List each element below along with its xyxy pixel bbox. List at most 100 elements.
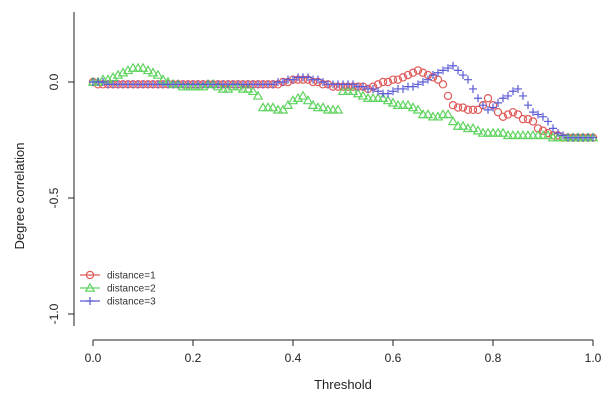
series-1-point <box>513 110 523 119</box>
series-2-point <box>477 127 489 137</box>
series-3-point <box>369 84 377 93</box>
series-2-point <box>507 129 519 140</box>
series-3-point <box>509 87 517 96</box>
series-2-point <box>247 85 259 96</box>
series-2-point <box>402 99 414 109</box>
series-3-point <box>554 129 562 138</box>
series-1-point <box>528 117 538 126</box>
series-2-point <box>227 81 239 91</box>
series-2-point <box>532 129 544 140</box>
x-tick-label: 0.6 <box>385 351 402 365</box>
series-3-point <box>99 78 107 86</box>
x-tick-label: 0.2 <box>185 351 202 365</box>
series-2-point <box>262 102 274 112</box>
series-2-point <box>187 81 199 91</box>
series-2-point <box>362 92 374 102</box>
series-3-point <box>289 75 297 84</box>
series-3-point <box>484 105 492 114</box>
series-3-point <box>459 71 467 80</box>
series-2-point <box>152 69 164 79</box>
legend: distance=1 distance=2 distance=3 <box>80 271 156 308</box>
series-2-point <box>517 129 529 140</box>
series-2-point <box>337 85 349 96</box>
series-3-point <box>359 82 367 91</box>
series-3-point <box>409 82 417 91</box>
series-3-point <box>349 80 357 89</box>
series-2-point <box>352 88 364 98</box>
series-2-point <box>527 129 539 140</box>
series-2-point <box>377 92 389 102</box>
series-2-point <box>177 81 189 91</box>
series-2-point <box>437 109 449 119</box>
series-2-point <box>252 90 264 100</box>
series-2-point <box>142 64 154 75</box>
series-2-point <box>482 127 494 137</box>
series-1-point <box>408 68 418 77</box>
series-3-point <box>504 91 512 100</box>
series-1-point <box>453 103 463 112</box>
series-2-point <box>407 102 419 112</box>
series-2-point <box>522 129 534 140</box>
legend-marker <box>85 270 95 280</box>
series-3-point <box>399 84 407 93</box>
series-3-point <box>449 61 457 70</box>
series-3-point <box>519 91 527 100</box>
x-axis-title: Threshold <box>314 377 372 392</box>
series-2-point <box>427 111 439 121</box>
series-1-point <box>483 94 493 103</box>
series-2-point <box>542 129 554 140</box>
series-3-point <box>454 66 462 75</box>
legend-label: distance=1 <box>107 271 156 282</box>
series-1-point <box>403 70 413 80</box>
axes <box>73 12 593 341</box>
series-1-point <box>458 103 468 112</box>
series-3-point <box>529 108 537 117</box>
series-2-point <box>282 99 294 109</box>
series-1-point <box>383 77 393 87</box>
series-2-point <box>392 99 404 109</box>
series-3-point <box>489 103 497 112</box>
series-1-point <box>493 107 503 117</box>
series-2-point <box>357 90 369 100</box>
series-2-point <box>237 83 249 93</box>
series-3-point <box>304 73 312 82</box>
series-1-point <box>413 66 423 75</box>
series-3-point <box>279 78 287 86</box>
series-2-point <box>272 104 284 114</box>
series-2-point <box>422 109 434 119</box>
series-3-point <box>434 68 442 77</box>
series-1-point <box>418 68 428 77</box>
series-1-point <box>498 112 508 122</box>
series-2-point <box>387 97 399 107</box>
series-2-point <box>317 102 329 112</box>
series-2-point <box>487 127 499 137</box>
series-2-point <box>417 109 429 119</box>
series-2-point <box>182 81 194 91</box>
series-2-point <box>452 120 464 130</box>
series-3-point <box>414 80 422 89</box>
series-2-point <box>467 122 479 133</box>
series-2-point <box>367 92 379 102</box>
series-1-point <box>438 80 448 89</box>
series-2-point <box>312 102 324 112</box>
series-3-point <box>429 71 437 80</box>
x-tick-label: 1.0 <box>585 351 602 365</box>
series-2-point <box>127 62 139 72</box>
series-1-point <box>518 114 528 124</box>
series-2-point <box>242 83 254 93</box>
series-1-point <box>398 73 408 82</box>
series-2-point <box>462 122 474 133</box>
x-tick-label: 0.0 <box>85 351 102 365</box>
series-3-point <box>499 94 507 103</box>
series-3-point <box>514 84 522 93</box>
series-2-point <box>412 104 424 114</box>
series-2-point <box>537 129 549 140</box>
series-3-point <box>549 124 557 133</box>
series-2-point <box>267 102 279 112</box>
y-tick-label: -1.0 <box>47 303 61 324</box>
series-1-point <box>538 126 548 135</box>
x-tick-label: 0.8 <box>485 351 502 365</box>
series-2-point <box>332 104 344 114</box>
series-3-point <box>419 78 427 86</box>
